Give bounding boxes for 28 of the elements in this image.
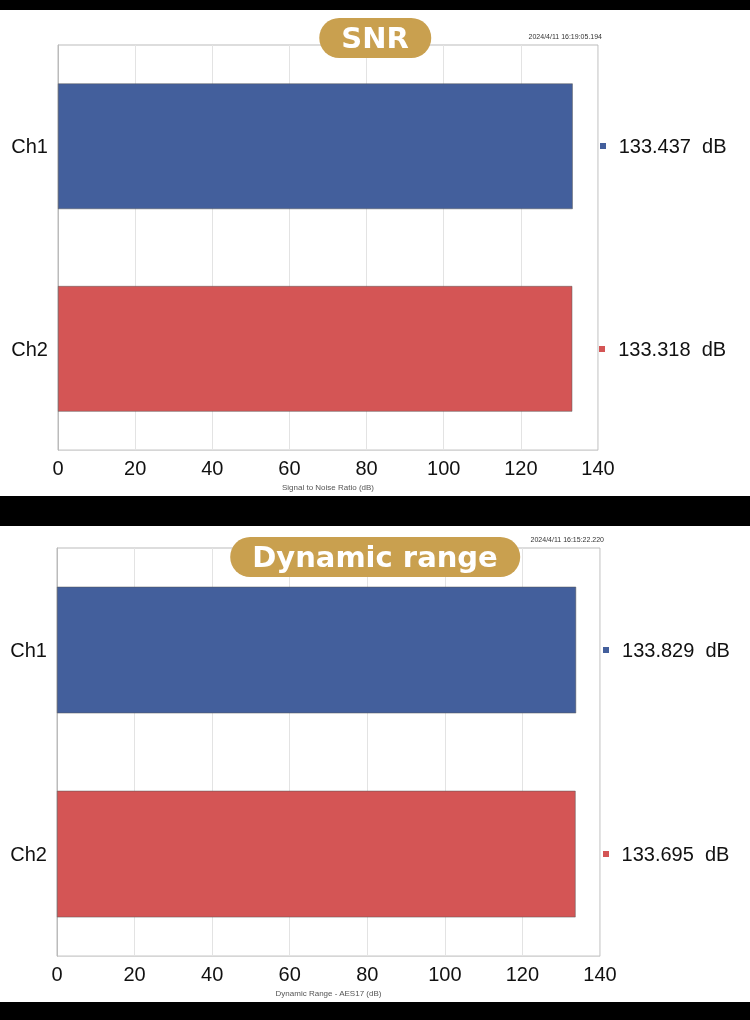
x-tick-label: 40 [201, 457, 224, 480]
y-tick-label: Ch2 [11, 337, 48, 360]
x-tick-label: 40 [201, 963, 224, 986]
x-axis-title: Dynamic Range - AES17 (dB) [275, 988, 382, 998]
x-tick-label: 60 [278, 457, 301, 480]
title-badge: SNR [319, 18, 431, 58]
data-label: 133.829 dB [622, 639, 730, 662]
x-tick-label: 20 [124, 457, 147, 480]
y-tick-label: Ch1 [11, 135, 48, 158]
data-label: 133.437 dB [618, 135, 727, 158]
x-tick-label: 20 [123, 963, 146, 986]
x-tick-label: 100 [427, 457, 461, 480]
y-tick-label: Ch2 [10, 843, 47, 866]
x-tick-label: 100 [428, 963, 462, 986]
x-tick-label: 120 [505, 963, 540, 986]
x-tick-label: 140 [583, 963, 617, 986]
data-label: 133.318 dB [618, 337, 727, 360]
x-tick-label: 140 [581, 457, 615, 480]
x-tick-label: 0 [51, 963, 63, 986]
title-badge: Dynamic range [230, 537, 520, 577]
x-axis-title: Signal to Noise Ratio (dB) [281, 482, 375, 492]
x-tick-label: 60 [278, 963, 301, 986]
x-tick-label: 120 [504, 457, 538, 480]
x-tick-label: 80 [355, 457, 378, 480]
x-tick-label: 80 [356, 963, 379, 986]
y-tick-label: Ch1 [10, 639, 47, 662]
x-tick-label: 0 [52, 457, 64, 480]
data-label: 133.695 dB [621, 843, 730, 866]
